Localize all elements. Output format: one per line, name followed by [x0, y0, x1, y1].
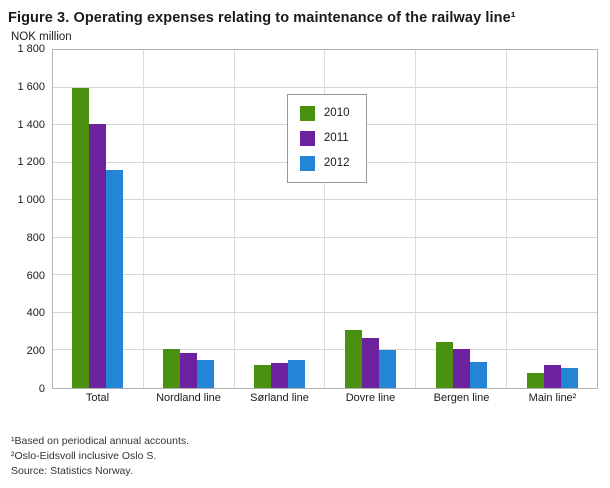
legend-label-2011: 2011: [323, 132, 349, 145]
legend-item: 2011: [299, 130, 350, 146]
bar-group: [325, 50, 417, 388]
chart-area: 0 200 400 600 800 1 000 1 200 1 400 1 600 1 800 2…: [8, 43, 598, 395]
bar-2012: [560, 368, 578, 388]
y-tick-label: 1 000: [17, 194, 45, 207]
bar-2010: [435, 342, 453, 388]
bar-2011: [361, 338, 379, 388]
bar-group: [53, 50, 144, 388]
bar-2012: [288, 359, 306, 388]
bar-2012: [106, 170, 124, 388]
legend-label-2010: 2010: [323, 107, 350, 120]
x-tick-label: Dovre line: [345, 392, 396, 404]
y-tick-label: 1 600: [17, 80, 45, 93]
bar-2011: [271, 362, 289, 388]
y-tick-label: 800: [26, 231, 45, 244]
bar-2010: [163, 348, 181, 388]
legend-swatch-2010: [299, 105, 315, 121]
legend: 2010 2011 2012: [286, 93, 367, 183]
bar-2011: [452, 348, 470, 388]
bar-2011: [180, 353, 198, 388]
bar-2011: [89, 124, 107, 388]
footnote-1: ¹Based on periodical annual accounts.: [11, 435, 190, 447]
bar-2010: [72, 87, 90, 388]
x-tick-label: Main line²: [528, 392, 577, 404]
y-tick-label: 1 800: [17, 43, 45, 55]
footnotes: ¹Based on periodical annual accounts. ²O…: [11, 434, 598, 480]
bar-2012: [469, 361, 487, 388]
y-tick-label: 200: [26, 345, 45, 358]
bar-group: [507, 50, 597, 388]
bar-group: [416, 50, 508, 388]
bar-2010: [526, 372, 544, 388]
y-tick-label: 400: [26, 307, 45, 320]
x-tick-label: Sørland line: [250, 392, 309, 404]
y-tick-label: 1 200: [17, 156, 45, 169]
bar-2012: [197, 359, 215, 388]
legend-swatch-2012: [299, 155, 315, 171]
bar-2010: [344, 329, 362, 388]
chart-unit-label: NOK million: [11, 31, 72, 43]
legend-swatch-2011: [299, 130, 315, 146]
source-line: Source: Statistics Norway.: [11, 465, 133, 478]
y-tick-label: 1 400: [17, 118, 45, 131]
x-axis: Total Nordland line Sørland line Dovre line…: [52, 392, 598, 404]
bar-group: [235, 50, 326, 388]
x-tick-label: Bergen line: [433, 392, 490, 404]
bar-2011: [543, 364, 561, 388]
x-tick-label: Total: [85, 392, 110, 404]
y-axis: 0 200 400 600 800 1 000 1 200 1 400 1 600 1 800: [8, 43, 52, 395]
legend-label-2012: 2012: [323, 157, 350, 170]
bar-groups: [53, 50, 597, 388]
bar-group: [144, 50, 235, 388]
y-tick-label: 0: [38, 383, 45, 395]
bar-2010: [254, 365, 272, 388]
y-tick-label: 600: [26, 269, 45, 282]
plot-area: 2010 2011 2012: [52, 49, 598, 389]
legend-item: 2010: [299, 105, 350, 121]
footnote-2: ²Oslo-Eidsvoll inclusive Oslo S.: [11, 450, 157, 463]
bar-2012: [378, 349, 396, 388]
chart-title: Figure 3. Operating expenses relating to…: [8, 10, 516, 26]
x-tick-label: Nordland line: [156, 392, 221, 404]
legend-item: 2012: [299, 155, 350, 171]
